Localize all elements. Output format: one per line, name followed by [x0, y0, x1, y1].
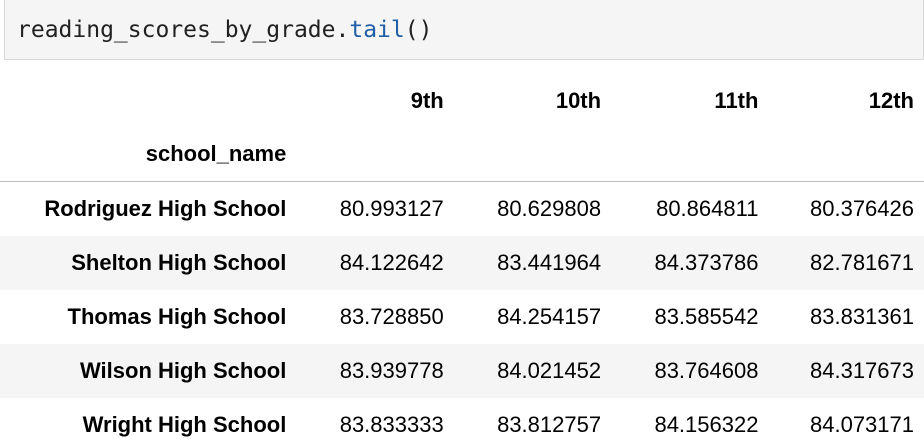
column-header-12th: 12th [868, 88, 914, 113]
table-cell: 83.585542 [654, 303, 759, 329]
table-cell: 80.629808 [497, 195, 602, 221]
table-cell: 84.373786 [654, 249, 759, 275]
table-cell: 83.441964 [497, 249, 602, 275]
empty-header-cell [768, 127, 924, 182]
table-cell: 83.939778 [339, 357, 444, 383]
column-header-10th: 10th [555, 88, 602, 113]
table-row: Wright High School 83.833333 83.812757 8… [0, 398, 924, 448]
dataframe-table: 9th 10th 11th 12th school_name Rodriguez… [0, 75, 924, 448]
table-row: Shelton High School 84.122642 83.441964 … [0, 235, 924, 290]
column-header-9th: 9th [410, 88, 444, 113]
table-cell: 82.781671 [810, 249, 914, 275]
table-cell: 80.993127 [339, 195, 444, 221]
table-cell: 84.021452 [497, 357, 602, 383]
table-cell: 83.812757 [497, 411, 602, 437]
column-header-11th: 11th [714, 88, 759, 113]
row-index-label: Rodriguez High School [44, 195, 287, 221]
table-cell: 84.122642 [339, 249, 444, 275]
table-cell: 83.764608 [654, 357, 759, 383]
code-object-text: reading_scores_by_grade. [17, 16, 350, 43]
table-row: Wilson High School 83.939778 84.021452 8… [0, 343, 924, 398]
table-cell: 84.317673 [810, 357, 914, 383]
table-cell: 84.073171 [810, 411, 914, 437]
table-cell: 83.728850 [339, 303, 444, 329]
table-cell: 80.376426 [810, 195, 914, 221]
table-cell: 84.254157 [497, 303, 602, 329]
table-cell: 83.831361 [810, 303, 914, 329]
empty-header-cell [611, 127, 769, 182]
cell-output: 9th 10th 11th 12th school_name Rodriguez… [0, 75, 924, 448]
code-call-parens: () [404, 16, 433, 43]
row-index-label: Thomas High School [67, 303, 287, 329]
column-header-row: 9th 10th 11th 12th [0, 75, 924, 127]
table-cell: 80.864811 [656, 195, 759, 221]
index-name-header: school_name [0, 127, 297, 182]
table-row: Thomas High School 83.728850 84.254157 8… [0, 290, 924, 344]
table-row: Rodriguez High School 80.993127 80.62980… [0, 182, 924, 236]
empty-header-cell [296, 127, 454, 182]
code-cell-input[interactable]: reading_scores_by_grade. tail() [4, 0, 924, 60]
table-cell: 83.833333 [339, 411, 444, 437]
row-index-label: Shelton High School [71, 249, 287, 275]
row-index-label: Wright High School [82, 411, 287, 437]
table-cell: 84.156322 [654, 411, 759, 437]
blank-header-cell [0, 75, 296, 127]
row-index-label: Wilson High School [79, 357, 287, 383]
index-name-row: school_name [0, 127, 924, 182]
code-method-text: tail [349, 16, 405, 43]
empty-header-cell [453, 127, 612, 182]
